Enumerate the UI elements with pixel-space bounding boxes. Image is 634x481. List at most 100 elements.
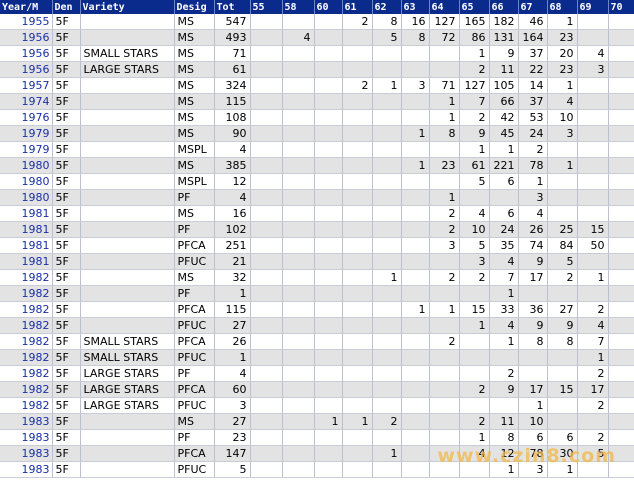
year-link[interactable]: 1983 xyxy=(0,445,53,462)
grade-count-cell: 1 xyxy=(489,461,519,478)
grade-count-cell xyxy=(342,461,373,478)
year-link[interactable]: 1982 xyxy=(0,333,53,350)
total-cell: 251 xyxy=(214,237,251,254)
grade-count-cell: 8 xyxy=(401,29,430,46)
denomination-cell: 5F xyxy=(52,14,81,30)
year-link[interactable]: 1982 xyxy=(0,381,53,398)
year-link[interactable]: 1956 xyxy=(0,61,53,78)
grade-count-cell: 1 xyxy=(518,397,548,414)
denomination-cell: 5F xyxy=(52,93,81,110)
grade-count-cell xyxy=(342,301,373,318)
year-link[interactable]: 1983 xyxy=(0,413,53,430)
year-link[interactable]: 1956 xyxy=(0,45,53,62)
grade-count-cell: 4 xyxy=(518,205,548,222)
grade-count-cell xyxy=(282,365,315,382)
grade-count-cell xyxy=(459,189,490,206)
grade-count-cell xyxy=(282,189,315,206)
grade-count-cell: 1 xyxy=(401,301,430,318)
year-link[interactable]: 1982 xyxy=(0,317,53,334)
grade-count-cell: 4 xyxy=(489,253,519,270)
column-header: 70 xyxy=(608,0,634,14)
grade-count-cell: 9 xyxy=(489,381,519,398)
grade-count-cell xyxy=(608,253,634,270)
grade-count-cell xyxy=(282,413,315,430)
grade-count-cell xyxy=(314,285,343,302)
year-link[interactable]: 1983 xyxy=(0,461,53,478)
grade-count-cell: 1 xyxy=(489,333,519,350)
year-link[interactable]: 1980 xyxy=(0,173,53,190)
grade-count-cell xyxy=(401,381,430,398)
year-link[interactable]: 1981 xyxy=(0,205,53,222)
year-link[interactable]: 1982 xyxy=(0,285,53,302)
grade-count-cell xyxy=(401,205,430,222)
year-link[interactable]: 1980 xyxy=(0,189,53,206)
variety-cell xyxy=(80,301,175,318)
column-header: 69 xyxy=(577,0,609,14)
designation-cell: MS xyxy=(174,45,215,62)
year-link[interactable]: 1981 xyxy=(0,237,53,254)
year-link[interactable]: 1982 xyxy=(0,269,53,286)
denomination-cell: 5F xyxy=(52,157,81,174)
year-link[interactable]: 1974 xyxy=(0,93,53,110)
grade-count-cell xyxy=(372,301,402,318)
year-link[interactable]: 1976 xyxy=(0,109,53,126)
grade-count-cell xyxy=(372,237,402,254)
grade-count-cell xyxy=(342,109,373,126)
grade-count-cell xyxy=(401,61,430,78)
grade-count-cell: 12 xyxy=(489,445,519,462)
year-link[interactable]: 1956 xyxy=(0,29,53,46)
total-cell: 3 xyxy=(214,397,251,414)
grade-count-cell xyxy=(547,285,578,302)
year-link[interactable]: 1981 xyxy=(0,221,53,238)
grade-count-cell xyxy=(250,317,283,334)
grade-count-cell: 1 xyxy=(489,141,519,158)
year-link[interactable]: 1979 xyxy=(0,141,53,158)
grade-count-cell: 30 xyxy=(547,445,578,462)
year-link[interactable]: 1955 xyxy=(0,14,53,30)
grade-count-cell: 7 xyxy=(489,269,519,286)
year-link[interactable]: 1982 xyxy=(0,365,53,382)
year-link[interactable]: 1957 xyxy=(0,77,53,94)
grade-count-cell xyxy=(608,381,634,398)
year-link[interactable]: 1982 xyxy=(0,301,53,318)
total-cell: 547 xyxy=(214,14,251,30)
grade-count-cell: 105 xyxy=(489,77,519,94)
grade-count-cell: 8 xyxy=(372,14,402,30)
column-header: 64 xyxy=(429,0,460,14)
year-link[interactable]: 1981 xyxy=(0,253,53,270)
grade-count-cell xyxy=(314,141,343,158)
grade-count-cell xyxy=(282,269,315,286)
grade-count-cell xyxy=(489,397,519,414)
grade-count-cell xyxy=(547,349,578,366)
grade-count-cell: 1 xyxy=(459,45,490,62)
grade-count-cell xyxy=(314,445,343,462)
grade-count-cell xyxy=(314,29,343,46)
designation-cell: MS xyxy=(174,29,215,46)
grade-count-cell xyxy=(577,253,609,270)
variety-cell: LARGE STARS xyxy=(80,397,175,414)
year-link[interactable]: 1982 xyxy=(0,397,53,414)
watermark: www.czin8.com xyxy=(437,445,616,467)
grade-count-cell xyxy=(282,61,315,78)
grade-count-cell: 17 xyxy=(518,269,548,286)
grade-count-cell xyxy=(282,109,315,126)
year-link[interactable]: 1982 xyxy=(0,349,53,366)
grade-count-cell xyxy=(342,93,373,110)
grade-count-cell xyxy=(547,189,578,206)
grade-count-cell xyxy=(429,285,460,302)
grade-count-cell: 20 xyxy=(547,45,578,62)
column-header[interactable]: Year/M xyxy=(0,0,53,14)
grade-count-cell xyxy=(314,429,343,446)
grade-count-cell xyxy=(608,157,634,174)
grade-count-cell xyxy=(401,45,430,62)
grade-count-cell xyxy=(282,349,315,366)
grade-count-cell: 37 xyxy=(518,45,548,62)
year-link[interactable]: 1983 xyxy=(0,429,53,446)
variety-cell xyxy=(80,141,175,158)
year-link[interactable]: 1980 xyxy=(0,157,53,174)
grade-count-cell: 1 xyxy=(372,269,402,286)
total-cell: 21 xyxy=(214,253,251,270)
grade-count-cell xyxy=(608,45,634,62)
year-link[interactable]: 1979 xyxy=(0,125,53,142)
designation-cell: PFCA xyxy=(174,381,215,398)
